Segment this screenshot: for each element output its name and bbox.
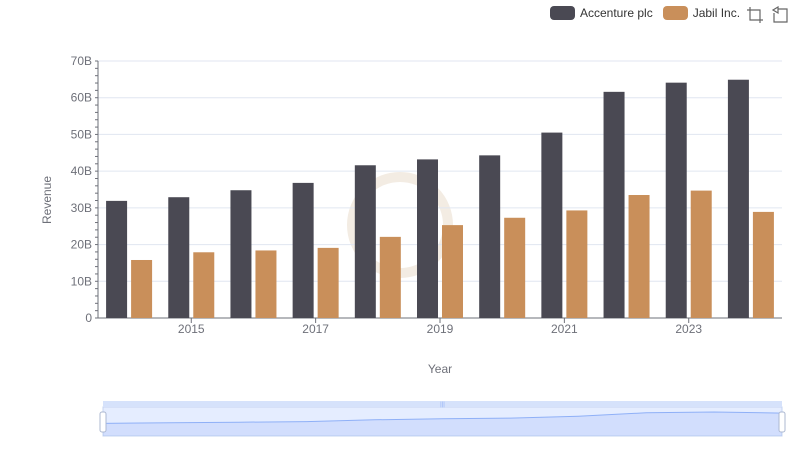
x-tick-label: 2019 [427,322,454,336]
y-tick-label: 70B [71,54,92,68]
data-zoom-grip-icon: ||| [440,402,445,408]
bar-accenture-2014[interactable] [106,200,128,318]
bar-accenture-2018[interactable] [354,165,376,318]
y-tick-label: 40B [71,164,92,178]
x-tick-label: 2015 [178,322,205,336]
data-zoom-left-handle[interactable] [99,411,107,433]
bar-accenture-2017[interactable] [292,182,314,318]
data-zoom-area [103,412,782,436]
y-tick-label: 30B [71,201,92,215]
bar-jabil-2020[interactable] [504,217,526,318]
y-tick-label: 20B [71,238,92,252]
legend-item-jabil[interactable]: Jabil Inc. [662,6,741,20]
bar-jabil-2016[interactable] [255,250,277,318]
bar-jabil-2018[interactable] [379,236,401,318]
legend-swatch-jabil [662,6,688,20]
y-tick-label: 60B [71,91,92,105]
toolbox [746,6,798,24]
bar-jabil-2024[interactable] [752,211,774,318]
bar-accenture-2020[interactable] [479,155,501,318]
y-tick-label: 10B [71,274,92,288]
data-zoom-window[interactable] [102,406,783,437]
legend-swatch-accenture [550,6,575,20]
y-tick-label: 50B [71,127,92,141]
bar-jabil-2014[interactable] [131,259,153,318]
legend-label-accenture: Accenture plc [580,6,653,20]
bar-jabil-2017[interactable] [317,247,339,318]
bar-accenture-2021[interactable] [541,132,563,318]
y-axis-title: Revenue [40,175,55,225]
zoom-icon[interactable] [746,6,764,24]
bar-jabil-2023[interactable] [690,190,712,318]
bar-jabil-2015[interactable] [193,252,215,318]
legend-label-jabil: Jabil Inc. [692,6,741,20]
legend-item-accenture[interactable]: Accenture plc [550,6,653,20]
x-tick-label: 2021 [551,322,578,336]
bar-accenture-2024[interactable] [727,79,749,318]
data-zoom-line [102,411,783,424]
x-tick-label: 2023 [675,322,702,336]
bar-accenture-2016[interactable] [230,190,252,318]
restore-icon[interactable] [772,6,790,24]
bar-accenture-2023[interactable] [665,82,687,318]
bar-jabil-2022[interactable] [628,195,650,318]
x-tick-label: 2017 [302,322,329,336]
bar-accenture-2015[interactable] [168,197,190,318]
bar-jabil-2019[interactable] [442,225,463,318]
bar-accenture-2022[interactable] [603,91,625,318]
y-tick-label: 0 [85,311,92,325]
data-zoom-move-handle[interactable] [103,401,782,407]
bar-jabil-2021[interactable] [566,210,588,318]
x-axis-title: Year [427,362,453,376]
legend: Accenture plc Jabil Inc. [550,4,750,22]
bar-accenture-2019[interactable] [417,159,438,318]
data-zoom-right-handle[interactable] [778,411,786,433]
